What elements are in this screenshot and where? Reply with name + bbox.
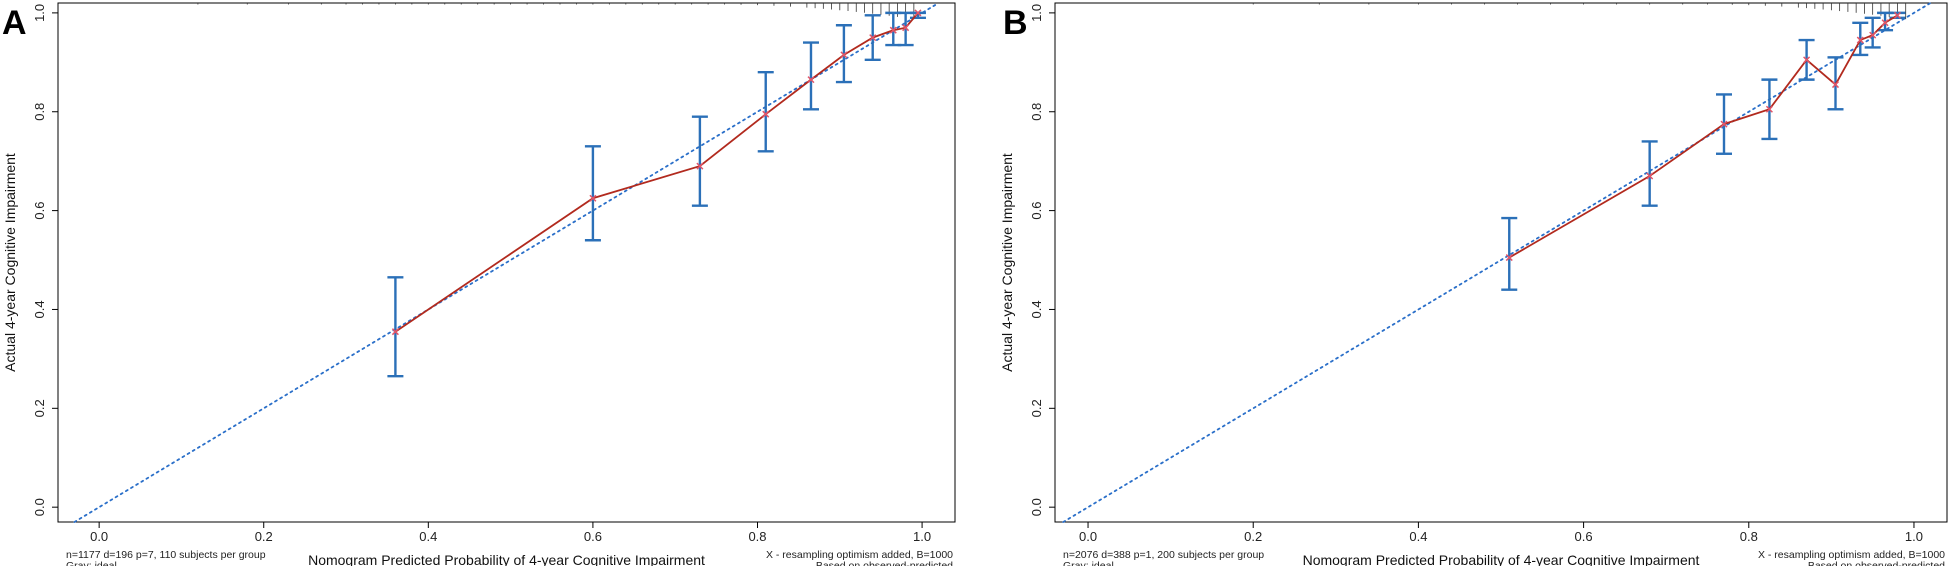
x-tick-label: 0.6 bbox=[584, 529, 602, 544]
x-tick-label: 0.0 bbox=[90, 529, 108, 544]
x-tick-label: 1.0 bbox=[913, 529, 931, 544]
panel-letter: B bbox=[1003, 4, 1028, 42]
x-tick-label: 0.8 bbox=[748, 529, 766, 544]
y-tick-label: 0.0 bbox=[32, 498, 47, 516]
footnote-right: X - resampling optimism added, B=1000 bbox=[1758, 549, 1945, 561]
plot-frame bbox=[1054, 2, 1948, 523]
y-tick-label: 0.8 bbox=[32, 103, 47, 121]
panel-letter: A bbox=[2, 4, 27, 42]
x-tick-label: 0.0 bbox=[1079, 529, 1097, 544]
calibration-line bbox=[1508, 14, 1898, 259]
y-tick-label: 0.4 bbox=[32, 300, 47, 318]
x-tick-label: 0.6 bbox=[1575, 529, 1593, 544]
panel-a: A 0.0 0.2 0.4 0.6 0.8 1.0 0.0 0.2 0.4 0.6 0.8 1.0 Nom… bbox=[2, 2, 956, 566]
data-point bbox=[889, 26, 897, 34]
footnote-right: X - resampling optimism added, B=1000 bbox=[766, 549, 953, 561]
y-axis-title: Actual 4-year Cognitive Impairment bbox=[999, 153, 1015, 372]
data-point bbox=[589, 194, 597, 202]
data-point bbox=[391, 328, 399, 336]
ideal-line bbox=[73, 2, 940, 523]
footnote-left: Gray: ideal bbox=[66, 560, 117, 566]
x-tick-label: 0.2 bbox=[255, 529, 273, 544]
data-point bbox=[1856, 36, 1864, 44]
data-point bbox=[902, 24, 910, 32]
calibration-line bbox=[394, 12, 919, 333]
y-tick-label: 0.0 bbox=[1029, 498, 1044, 516]
data-point bbox=[1881, 19, 1889, 27]
data-point bbox=[869, 34, 877, 42]
plot-frame bbox=[57, 2, 956, 523]
data-point bbox=[1869, 31, 1877, 39]
data-point bbox=[1831, 81, 1840, 89]
x-tick-label: 0.2 bbox=[1244, 529, 1262, 544]
data-point bbox=[840, 51, 848, 59]
data-point bbox=[1893, 11, 1901, 19]
footnote-right: Based on observed-predicted bbox=[1808, 560, 1945, 566]
panel-b: B 0.0 0.2 0.4 0.6 0.8 1.0 0.0 0.2 0.4 0.6 0.8 1.0 Nom… bbox=[999, 2, 1948, 566]
footnote-left: n=2076 d=388 p=1, 200 subjects per group bbox=[1063, 549, 1264, 561]
data-point bbox=[1646, 172, 1654, 180]
data-point bbox=[1720, 120, 1728, 128]
x-tick-label: 0.4 bbox=[1409, 529, 1427, 544]
footnote-right: Based on observed-predicted bbox=[816, 560, 953, 566]
x-axis-title: Nomogram Predicted Probability of 4-year… bbox=[1303, 552, 1700, 566]
x-tick-label: 1.0 bbox=[1905, 529, 1923, 544]
x-tick-label: 0.8 bbox=[1740, 529, 1758, 544]
y-tick-label: 0.6 bbox=[32, 202, 47, 220]
y-tick-label: 1.0 bbox=[1029, 4, 1044, 22]
y-axis-title: Actual 4-year Cognitive Impairment bbox=[2, 153, 18, 372]
y-tick-label: 0.2 bbox=[32, 399, 47, 417]
data-point bbox=[1765, 105, 1773, 113]
x-tick-label: 0.4 bbox=[419, 529, 437, 544]
data-point bbox=[696, 162, 704, 170]
data-point bbox=[1505, 254, 1513, 262]
footnote-left: Gray: ideal bbox=[1063, 560, 1114, 566]
ideal-line bbox=[1062, 2, 1932, 523]
data-point bbox=[914, 9, 922, 17]
x-axis-title: Nomogram Predicted Probability of 4-year… bbox=[308, 552, 705, 566]
data-point bbox=[762, 110, 770, 118]
y-tick-label: 0.6 bbox=[1029, 202, 1044, 220]
y-tick-label: 0.8 bbox=[1029, 103, 1044, 121]
y-tick-label: 0.2 bbox=[1029, 399, 1044, 417]
footnote-left: n=1177 d=196 p=7, 110 subjects per group bbox=[66, 549, 266, 561]
data-point bbox=[1803, 56, 1811, 64]
y-tick-label: 1.0 bbox=[32, 4, 47, 22]
data-point bbox=[807, 76, 815, 84]
y-tick-label: 0.4 bbox=[1029, 300, 1044, 318]
